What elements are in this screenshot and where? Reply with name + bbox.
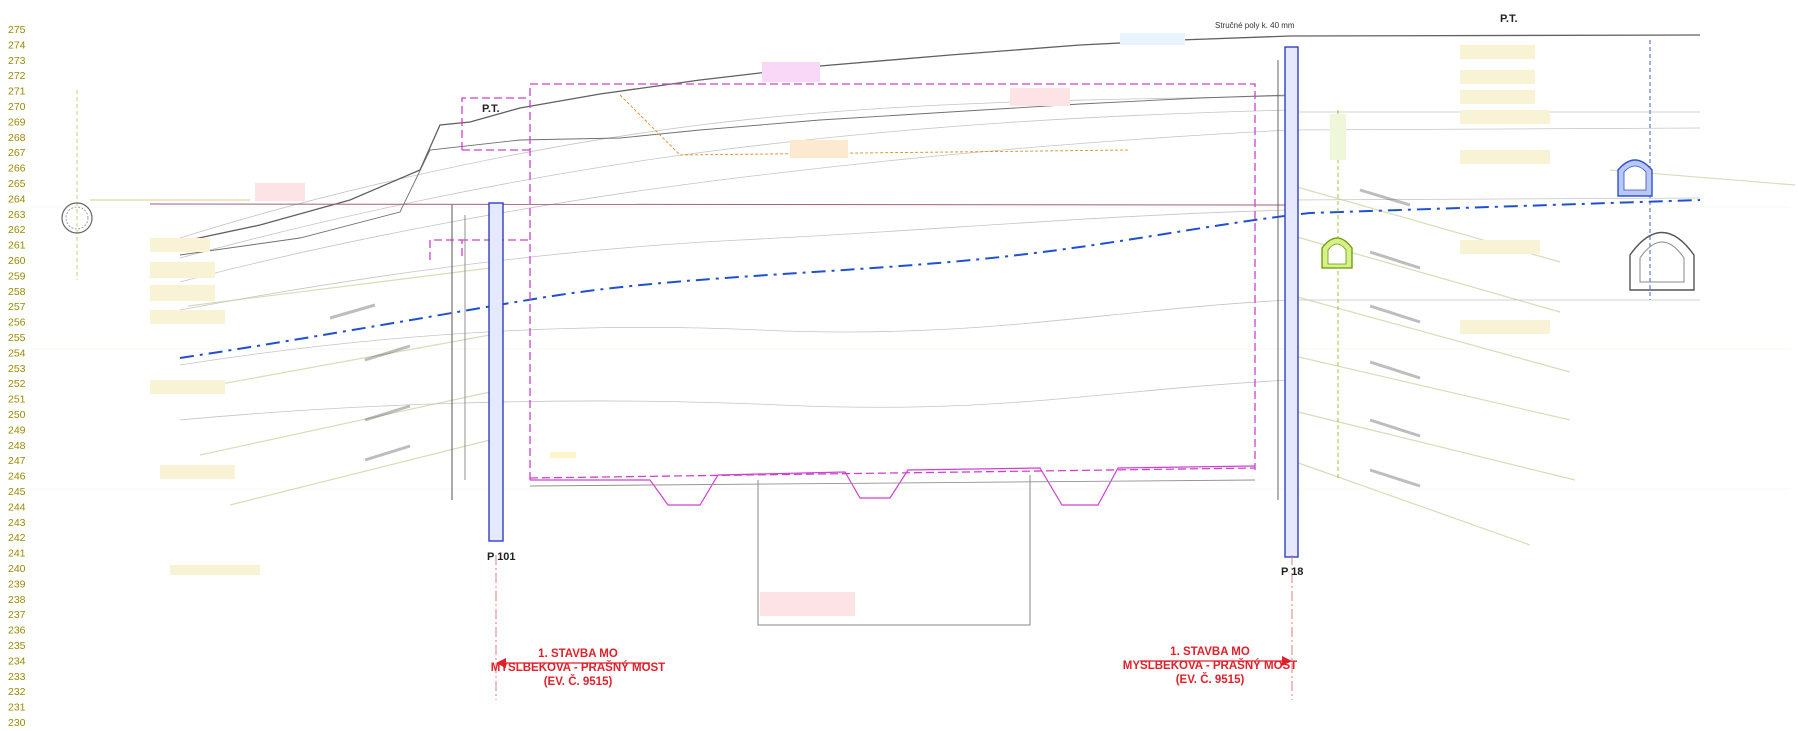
- anchor-text-clusters: [329, 188, 1421, 488]
- construction-note-left: 1. STAVBA MO MYSLBEKOVA - PRAŠNÝ MOST (E…: [491, 648, 665, 688]
- terrain-line: [179, 34, 1701, 243]
- elevation-label: 274: [8, 39, 26, 51]
- blue-tunnel-section: [1617, 159, 1653, 197]
- elevation-label: 241: [8, 548, 26, 560]
- elevation-label: 253: [8, 363, 26, 375]
- small-annotations: [150, 33, 1550, 616]
- slope-line: [179, 94, 1291, 256]
- gray-tunnel-section: [1629, 231, 1695, 291]
- borehole-label-right: P 18: [1281, 566, 1303, 578]
- svg-text:MYSLBEKOVA - PRAŠNÝ MOST: MYSLBEKOVA - PRAŠNÝ MOST: [1123, 659, 1297, 672]
- svg-text:(EV. Č. 9515): (EV. Č. 9515): [1176, 673, 1245, 686]
- right-anchor-lines: [1289, 169, 1796, 546]
- axis-lines: [495, 555, 1293, 700]
- elevation-label: 240: [8, 563, 26, 575]
- elevation-label: 246: [8, 471, 26, 483]
- elevation-label: 235: [8, 640, 26, 652]
- elevation-label: 232: [8, 686, 26, 698]
- elevation-label: 245: [8, 486, 26, 498]
- left-pipe-section: [61, 202, 93, 234]
- elevation-label: 259: [8, 270, 26, 282]
- elevation-label: 262: [8, 224, 26, 236]
- svg-text:MYSLBEKOVA - PRAŠNÝ MOST: MYSLBEKOVA - PRAŠNÝ MOST: [491, 661, 665, 674]
- top-note: Stručné poly k. 40 mm: [1215, 21, 1295, 30]
- elevation-label: 268: [8, 132, 26, 144]
- elevation-label: 254: [8, 347, 26, 359]
- elevation-label: 251: [8, 394, 26, 406]
- green-tunnel-section: [1321, 237, 1353, 269]
- elevation-label: 247: [8, 455, 26, 467]
- pt-label-left: P.T.: [482, 103, 500, 115]
- elevation-label: 238: [8, 594, 26, 606]
- elevation-label: 242: [8, 532, 26, 544]
- elevation-label: 264: [8, 193, 26, 205]
- elevation-label: 250: [8, 409, 26, 421]
- elevation-label: 252: [8, 378, 26, 390]
- elevation-label: 270: [8, 101, 26, 113]
- groundwater-line: [179, 199, 1701, 359]
- elevation-label: 266: [8, 163, 26, 175]
- elevation-label: 239: [8, 578, 26, 590]
- construction-arrow-left: [496, 658, 650, 668]
- lower-construction-box: [757, 475, 1031, 626]
- elevation-label: 275: [8, 24, 26, 36]
- elevation-label: 260: [8, 255, 26, 267]
- elevation-label: 236: [8, 625, 26, 637]
- elevation-label: 269: [8, 116, 26, 128]
- elevation-label: 267: [8, 147, 26, 159]
- construction-note-right: 1. STAVBA MO MYSLBEKOVA - PRAŠNÝ MOST (E…: [1123, 646, 1297, 686]
- elevation-label: 248: [8, 440, 26, 452]
- svg-text:1. STAVBA MO: 1. STAVBA MO: [1170, 646, 1250, 658]
- elevation-label: 249: [8, 424, 26, 436]
- construction-arrow-right: [1140, 656, 1292, 666]
- elevation-label: 256: [8, 317, 26, 329]
- excavation-outline: [429, 83, 1256, 480]
- elevation-label: 263: [8, 209, 26, 221]
- elevation-label: 244: [8, 501, 26, 513]
- elevation-label: 233: [8, 671, 26, 683]
- elevation-label: 257: [8, 301, 26, 313]
- excavation-bottom-gray: [529, 479, 1256, 487]
- elevation-label: 231: [8, 702, 26, 714]
- elevation-label: 237: [8, 609, 26, 621]
- borehole-p18: [1284, 46, 1299, 558]
- borehole-p101: [488, 202, 504, 542]
- svg-text:(EV. Č. 9515): (EV. Č. 9515): [544, 675, 613, 688]
- elevation-label: 271: [8, 86, 26, 98]
- svg-text:1. STAVBA MO: 1. STAVBA MO: [538, 648, 618, 660]
- elevation-label: 258: [8, 286, 26, 298]
- elevation-label: 230: [8, 717, 26, 729]
- elevation-label: 234: [8, 655, 26, 667]
- elevation-label: 265: [8, 178, 26, 190]
- elevation-label: 261: [8, 240, 26, 252]
- elevation-label: 272: [8, 70, 26, 82]
- elevation-label: 273: [8, 55, 26, 67]
- elevation-label: 243: [8, 517, 26, 529]
- pt-label-right: P.T.: [1500, 13, 1518, 25]
- borehole-label-left: P 101: [487, 551, 516, 563]
- elevation-axis: 275 274 273 272 271 270 269 268 267 266 265 264 263 2…: [8, 24, 26, 729]
- excavation-bottom: [530, 465, 1256, 506]
- layer-boundaries: [179, 95, 1701, 421]
- elevation-label: 255: [8, 332, 26, 344]
- horizon-line: [149, 203, 1291, 206]
